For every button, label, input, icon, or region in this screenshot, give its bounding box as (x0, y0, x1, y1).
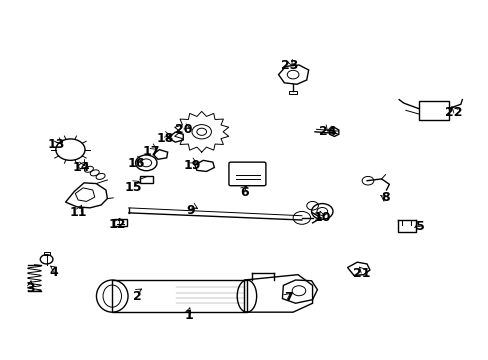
Text: 6: 6 (240, 186, 248, 199)
Bar (114, 219, 126, 226)
Text: 18: 18 (157, 132, 174, 145)
Text: 19: 19 (183, 159, 200, 172)
Text: 3: 3 (26, 283, 35, 296)
Text: 16: 16 (127, 157, 145, 170)
Text: 14: 14 (73, 161, 90, 174)
Text: 4: 4 (49, 266, 58, 279)
Text: 17: 17 (142, 145, 160, 158)
Text: 22: 22 (444, 105, 461, 119)
Text: 2: 2 (133, 289, 142, 303)
Bar (418, 102, 448, 120)
Text: 11: 11 (69, 206, 87, 219)
Text: 21: 21 (353, 267, 370, 280)
Bar (140, 176, 152, 183)
Text: 10: 10 (313, 211, 330, 224)
Text: 23: 23 (280, 59, 297, 72)
Bar (288, 91, 296, 94)
Text: 8: 8 (381, 192, 389, 204)
Bar (43, 252, 50, 255)
Text: 24: 24 (319, 125, 336, 138)
Text: 15: 15 (124, 181, 142, 194)
Text: 5: 5 (415, 220, 424, 233)
Text: 12: 12 (108, 218, 125, 231)
Text: 7: 7 (284, 291, 292, 305)
Text: 20: 20 (175, 123, 192, 136)
Text: 13: 13 (47, 138, 64, 151)
Text: 9: 9 (186, 204, 195, 217)
Text: 1: 1 (184, 309, 193, 322)
